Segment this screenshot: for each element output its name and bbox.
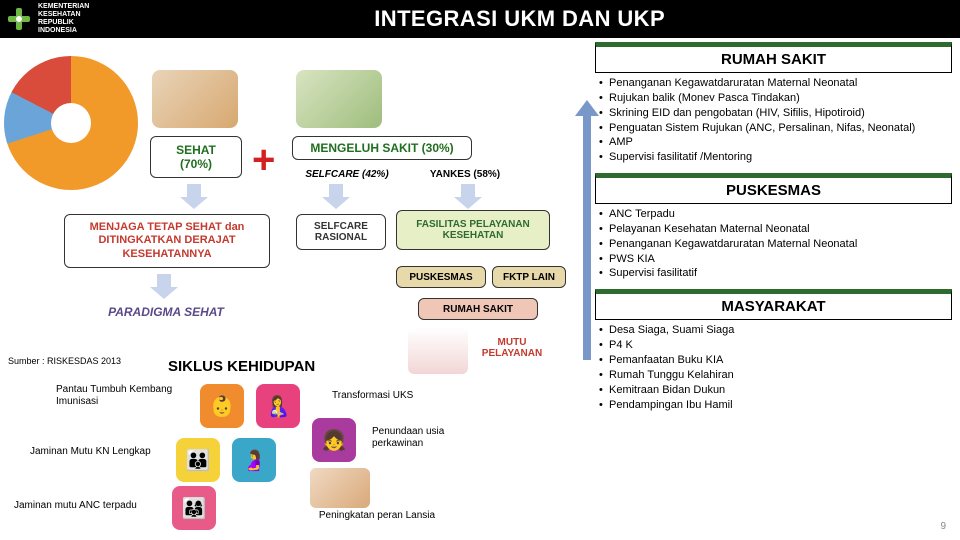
label-transformasi: Transformasi UKS bbox=[332, 390, 452, 402]
list-item: Pelayanan Kesehatan Maternal Neonatal bbox=[599, 222, 952, 237]
label-jaminan-anc: Jaminan mutu ANC terpadu bbox=[14, 500, 154, 512]
list-item: Kemitraan Bidan Dukun bbox=[599, 383, 952, 398]
siklus-title: SIKLUS KEHIDUPAN bbox=[168, 358, 315, 375]
list-item: ANC Terpadu bbox=[599, 207, 952, 222]
siklus-icon-1: 👶 bbox=[200, 384, 244, 428]
list-item: Penguatan Sistem Rujukan (ANC, Persalina… bbox=[599, 121, 952, 136]
section-header-puskesmas: PUSKESMAS bbox=[595, 173, 952, 204]
bullets-puskesmas: ANC Terpadu Pelayanan Kesehatan Maternal… bbox=[595, 207, 952, 281]
siklus-icon-2: 🤱 bbox=[256, 384, 300, 428]
ministry-text: KEMENTERIAN KESEHATAN REPUBLIK INDONESIA bbox=[38, 3, 89, 35]
list-item: Rujukan balik (Monev Pasca Tindakan) bbox=[599, 91, 952, 106]
arrow-down-2 bbox=[322, 184, 350, 209]
yankes-label: YANKES (58%) bbox=[420, 166, 510, 183]
mengeluh-box: MENGELUH SAKIT (30%) bbox=[292, 136, 472, 160]
pie-chart bbox=[4, 56, 138, 190]
logo-icon bbox=[6, 6, 32, 32]
bullets-rs: Penanganan Kegawatdaruratan Maternal Neo… bbox=[595, 76, 952, 165]
fasilitas-box: FASILITAS PELAYANAN KESEHATAN bbox=[396, 210, 550, 250]
list-item: Pendampingan Ibu Hamil bbox=[599, 398, 952, 413]
siklus-icon-5: 🤰 bbox=[232, 438, 276, 482]
page-number: 9 bbox=[940, 521, 946, 532]
paradigma-label: PARADIGMA SEHAT bbox=[86, 302, 246, 322]
siklus-icon-6: 👨‍👩‍👧 bbox=[172, 486, 216, 530]
header-bar: KEMENTERIAN KESEHATAN REPUBLIK INDONESIA… bbox=[0, 0, 960, 38]
skeleton-image bbox=[408, 328, 468, 374]
list-item: PWS KIA bbox=[599, 252, 952, 267]
sick-image bbox=[296, 70, 382, 128]
right-panel: RUMAH SAKIT Penanganan Kegawatdaruratan … bbox=[595, 38, 960, 540]
menjaga-box: MENJAGA TETAP SEHAT dan DITINGKATKAN DER… bbox=[64, 214, 270, 268]
list-item: P4 K bbox=[599, 338, 952, 353]
main-area: SEHAT (70%) + MENGELUH SAKIT (30%) SELFC… bbox=[0, 38, 960, 540]
rumah-sakit-box: RUMAH SAKIT bbox=[418, 298, 538, 320]
up-arrow bbox=[576, 100, 598, 360]
list-item: Desa Siaga, Suami Siaga bbox=[599, 323, 952, 338]
selfcare-rasional-box: SELFCARE RASIONAL bbox=[296, 214, 386, 250]
label-lansia: Peningkatan peran Lansia bbox=[302, 510, 452, 522]
plus-icon: + bbox=[252, 140, 275, 180]
label-penundaan: Penundaan usia perkawinan bbox=[372, 426, 472, 449]
label-jaminan-kn: Jaminan Mutu KN Lengkap bbox=[30, 446, 170, 458]
ministry-logo: KEMENTERIAN KESEHATAN REPUBLIK INDONESIA bbox=[6, 3, 89, 35]
list-item: AMP bbox=[599, 135, 952, 150]
list-item: Supervisi fasilitatif /Mentoring bbox=[599, 150, 952, 165]
label-pantau: Pantau Tumbuh Kembang Imunisasi bbox=[56, 384, 186, 407]
section-header-rs: RUMAH SAKIT bbox=[595, 42, 952, 73]
section-header-masyarakat: MASYARAKAT bbox=[595, 289, 952, 320]
siklus-icon-3: 👧 bbox=[312, 418, 356, 462]
fktp-lain-box: FKTP LAIN bbox=[492, 266, 566, 288]
sehat-box: SEHAT (70%) bbox=[150, 136, 242, 178]
bullets-masyarakat: Desa Siaga, Suami Siaga P4 K Pemanfaatan… bbox=[595, 323, 952, 412]
selfcare-label: SELFCARE (42%) bbox=[292, 166, 402, 183]
arrow-down-3 bbox=[454, 184, 482, 209]
page-title: INTEGRASI UKM DAN UKP bbox=[89, 6, 950, 32]
list-item: Supervisi fasilitatif bbox=[599, 266, 952, 281]
list-item: Penanganan Kegawatdaruratan Maternal Neo… bbox=[599, 237, 952, 252]
arrow-down-4 bbox=[150, 274, 178, 299]
siklus-icon-4: 👪 bbox=[176, 438, 220, 482]
list-item: Penanganan Kegawatdaruratan Maternal Neo… bbox=[599, 76, 952, 91]
mutu-label: MUTU PELAYANAN bbox=[472, 334, 552, 362]
puskesmas-box: PUSKESMAS bbox=[396, 266, 486, 288]
sumber-text: Sumber : RISKESDAS 2013 bbox=[8, 356, 121, 366]
diagram-left: SEHAT (70%) + MENGELUH SAKIT (30%) SELFC… bbox=[0, 38, 595, 540]
list-item: Skrining EID dan pengobatan (HIV, Sifili… bbox=[599, 106, 952, 121]
family-image bbox=[152, 70, 238, 128]
arrow-down-1 bbox=[180, 184, 208, 209]
list-item: Rumah Tunggu Kelahiran bbox=[599, 368, 952, 383]
list-item: Pemanfaatan Buku KIA bbox=[599, 353, 952, 368]
lansia-image bbox=[310, 468, 370, 508]
